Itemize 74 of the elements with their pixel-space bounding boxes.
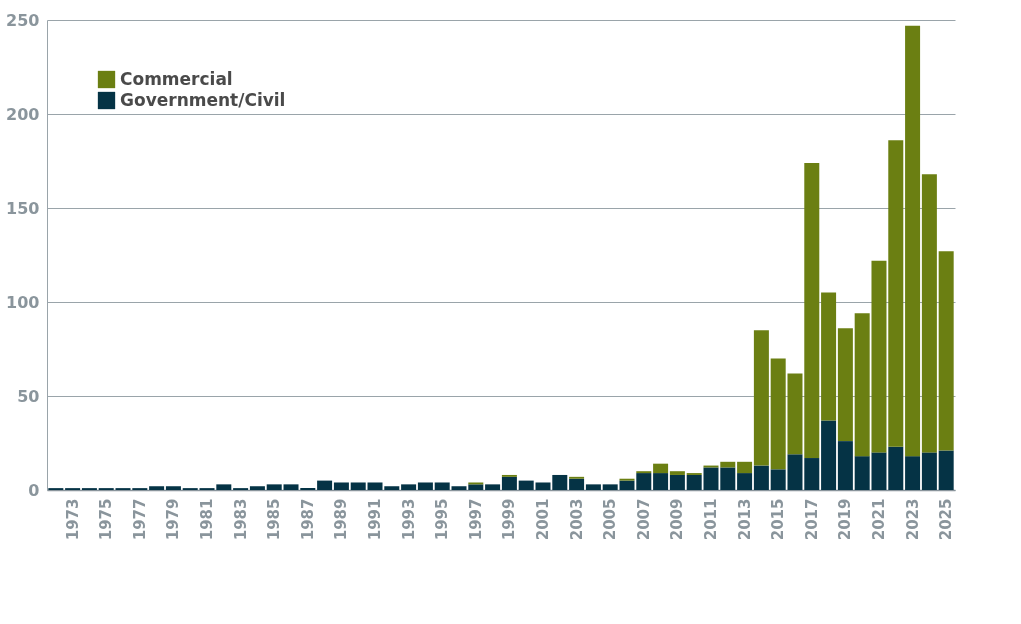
bar bbox=[921, 452, 937, 490]
x-tick-label: 1999 bbox=[500, 498, 519, 541]
bar bbox=[636, 473, 652, 490]
y-tick-label: 200 bbox=[6, 104, 40, 124]
y-tick-label: 150 bbox=[6, 198, 40, 218]
bar bbox=[653, 463, 669, 474]
y-tick-label: 100 bbox=[6, 292, 40, 312]
bar bbox=[552, 474, 568, 490]
y-tick-label: 50 bbox=[17, 386, 40, 406]
x-tick-label: 1975 bbox=[97, 498, 116, 541]
bar bbox=[434, 482, 450, 490]
x-tick-label: 1985 bbox=[265, 498, 284, 541]
x-tick-label: 1973 bbox=[63, 498, 82, 541]
x-tick-label: 2011 bbox=[701, 498, 720, 541]
x-tick-label: 1979 bbox=[164, 498, 183, 541]
bar bbox=[821, 420, 837, 490]
bar bbox=[888, 140, 904, 447]
x-tick-label: 2025 bbox=[937, 498, 956, 541]
x-tick-label: 1991 bbox=[366, 498, 385, 541]
x-tick-label: 2005 bbox=[601, 498, 620, 541]
bar bbox=[266, 484, 282, 490]
bar bbox=[669, 474, 685, 490]
x-tick-label: 1983 bbox=[231, 498, 250, 541]
bar bbox=[938, 450, 954, 490]
bar bbox=[804, 162, 820, 459]
x-tick-label: 2021 bbox=[869, 498, 888, 541]
bar bbox=[669, 471, 685, 475]
x-tick-label: 2023 bbox=[903, 498, 922, 541]
bar bbox=[905, 25, 921, 457]
x-tick-label: 1997 bbox=[466, 498, 485, 541]
bar bbox=[737, 461, 753, 474]
bar bbox=[401, 484, 417, 490]
y-tick-label: 0 bbox=[28, 480, 40, 500]
x-tick-label: 2001 bbox=[534, 498, 552, 541]
bar bbox=[569, 478, 585, 490]
bar bbox=[737, 473, 753, 490]
x-tick-label: 1993 bbox=[399, 498, 418, 541]
y-tick-label: 250 bbox=[6, 10, 40, 30]
bar bbox=[485, 484, 501, 490]
bar bbox=[653, 473, 669, 490]
legend-label: Commercial bbox=[120, 68, 233, 89]
bar bbox=[753, 330, 769, 466]
legend-label: Government/Civil bbox=[120, 89, 286, 110]
x-tick-label: 2003 bbox=[567, 498, 586, 541]
x-tick-label: 2017 bbox=[802, 498, 821, 541]
bar bbox=[317, 480, 333, 490]
bar bbox=[804, 458, 820, 490]
bar bbox=[417, 482, 433, 490]
x-tick-label: 2007 bbox=[634, 498, 653, 541]
bar bbox=[149, 486, 165, 490]
x-tick-label: 2009 bbox=[668, 498, 687, 541]
x-tick-label: 2015 bbox=[769, 498, 788, 541]
bar bbox=[249, 486, 265, 490]
bar bbox=[350, 482, 366, 490]
x-tick-label: 1981 bbox=[198, 498, 217, 541]
x-tick-label: 1989 bbox=[332, 498, 351, 541]
bar bbox=[837, 441, 853, 490]
bar bbox=[585, 484, 601, 490]
bar bbox=[333, 482, 349, 490]
bar bbox=[720, 467, 736, 490]
x-tick-label: 1995 bbox=[433, 498, 452, 541]
bar bbox=[165, 486, 181, 490]
bar bbox=[905, 456, 921, 490]
bar bbox=[888, 446, 904, 490]
bar bbox=[938, 251, 954, 451]
bar bbox=[501, 476, 517, 490]
bar bbox=[821, 292, 837, 421]
bar bbox=[921, 174, 937, 453]
x-tick-label: 1977 bbox=[130, 498, 149, 541]
bar bbox=[753, 465, 769, 490]
x-tick-label: 2019 bbox=[836, 498, 855, 541]
x-tick-label: 1987 bbox=[298, 498, 317, 541]
x-tick-label: 2013 bbox=[735, 498, 754, 541]
bar bbox=[837, 328, 853, 442]
